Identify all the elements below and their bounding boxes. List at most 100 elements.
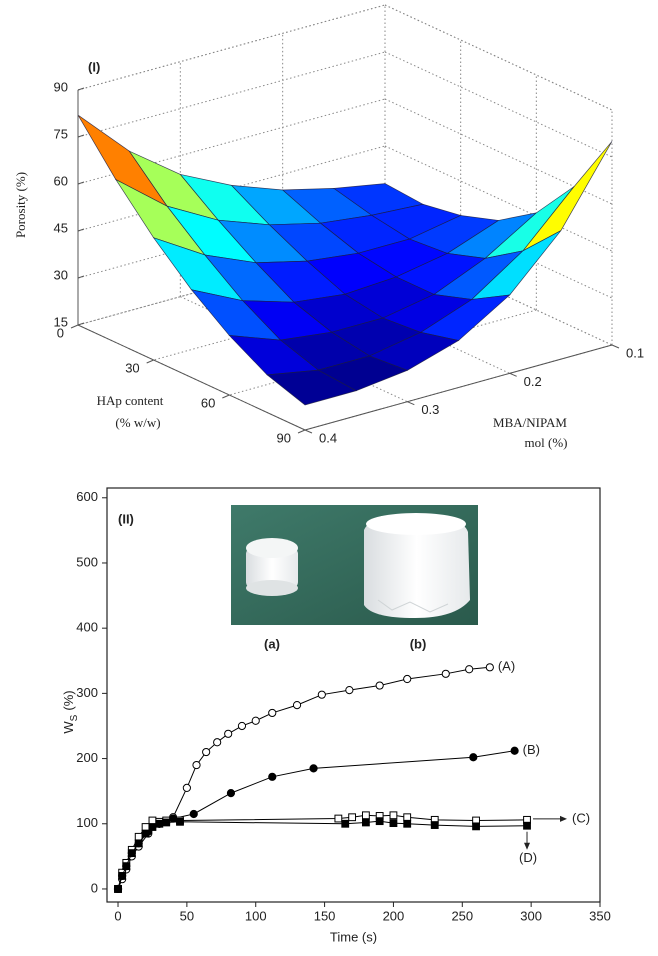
- y-tick-label: 0.1: [626, 345, 644, 360]
- data-point: [114, 885, 122, 893]
- x-tick-label: 150: [314, 908, 336, 923]
- data-point: [510, 746, 519, 755]
- tick-mark: [222, 394, 230, 399]
- y-tick-label: 500: [76, 554, 98, 569]
- data-point: [134, 839, 143, 848]
- x-axis-title: Time (s): [330, 929, 377, 944]
- data-point: [345, 686, 354, 695]
- data-point: [523, 821, 531, 830]
- plot-frame: [106, 487, 601, 903]
- y-tick-label: 0.2: [524, 374, 542, 389]
- data-point: [361, 811, 370, 820]
- x-axis-unit: (% w/w): [115, 415, 160, 430]
- x-axis: [77, 324, 306, 431]
- z-tick-label: 45: [54, 220, 68, 235]
- z-axis-title: Porosity (%): [13, 172, 28, 238]
- data-point: [148, 823, 157, 831]
- data-point: [403, 813, 412, 822]
- series-label: (D): [519, 850, 537, 865]
- inset-photo: [231, 505, 478, 625]
- data-point: [309, 764, 318, 773]
- data-point: [202, 747, 211, 757]
- x-tick-label: 100: [245, 908, 267, 923]
- surface-patch: [77, 114, 168, 207]
- x-tick-label: 30: [125, 360, 139, 375]
- data-point: [122, 862, 131, 871]
- grid-line: [77, 145, 386, 232]
- grid-line: [384, 51, 613, 158]
- tick-mark: [77, 181, 85, 185]
- data-point: [189, 809, 198, 819]
- data-point: [430, 821, 439, 829]
- data-point: [469, 753, 478, 762]
- tick-mark: [77, 322, 85, 326]
- tick-mark: [77, 228, 85, 232]
- data-point: [389, 811, 398, 820]
- data-point: [224, 729, 233, 738]
- y-tick-label: 300: [76, 685, 98, 700]
- data-point: [389, 819, 398, 828]
- data-point: [361, 818, 370, 827]
- series-line: [117, 820, 528, 890]
- series-line: [117, 666, 490, 890]
- panel-label: (II): [118, 511, 134, 526]
- data-point: [441, 669, 450, 678]
- grid-line: [384, 4, 613, 111]
- x-tick-label: 50: [180, 908, 194, 923]
- surface-patch: [266, 369, 358, 406]
- data-point: [192, 760, 201, 770]
- tick-mark: [407, 401, 415, 406]
- data-point: [292, 701, 302, 710]
- y-axis-unit: mol (%): [525, 435, 568, 450]
- y-axis-title: MBA/NIPAM: [493, 415, 567, 430]
- data-point: [403, 674, 412, 684]
- data-point: [127, 849, 136, 858]
- series-label: (A): [498, 659, 515, 674]
- data-point: [148, 816, 157, 825]
- tick-mark: [304, 429, 313, 434]
- z-tick-label: 15: [54, 314, 68, 329]
- y-axis: [304, 344, 613, 431]
- data-point: [268, 772, 277, 781]
- series-label: (B): [523, 742, 540, 757]
- grid-line: [77, 51, 386, 138]
- data-point: [213, 738, 222, 747]
- x-tick-label: 0: [114, 908, 121, 923]
- tick-mark: [611, 344, 620, 349]
- data-point: [237, 721, 247, 731]
- data-point: [403, 819, 412, 828]
- grid-line: [77, 4, 386, 91]
- data-point: [341, 819, 350, 828]
- data-point: [251, 716, 260, 725]
- y-tick-label: 200: [76, 750, 98, 765]
- y-tick-label: 0: [91, 880, 98, 895]
- x-tick-label: 350: [589, 908, 611, 923]
- data-point: [375, 681, 384, 690]
- arrow-head: [524, 842, 531, 850]
- z-tick-label: 90: [54, 79, 68, 94]
- y-tick-label: 100: [76, 815, 98, 830]
- tick-mark: [297, 429, 306, 434]
- z-tick-label: 75: [54, 126, 68, 141]
- tick-mark: [146, 359, 154, 364]
- y-tick-label: 600: [76, 489, 98, 504]
- data-point: [268, 708, 277, 718]
- y-axis-title-unit: (%): [61, 690, 76, 710]
- arrow-head: [560, 815, 568, 822]
- x-tick-label: 0: [57, 325, 64, 340]
- data-point: [348, 813, 357, 822]
- x-tick-label: 200: [383, 908, 405, 923]
- z-tick-label: 60: [54, 173, 68, 188]
- data-point: [141, 823, 150, 831]
- grid-line: [384, 145, 613, 252]
- z-tick-label: 30: [54, 267, 68, 282]
- data-point: [162, 818, 171, 827]
- panel-label: (I): [88, 59, 100, 74]
- x-tick-label: 300: [520, 908, 542, 923]
- x-tick-label: 90: [277, 430, 291, 445]
- data-point: [465, 665, 474, 674]
- data-point: [182, 783, 191, 793]
- tick-mark: [509, 372, 517, 377]
